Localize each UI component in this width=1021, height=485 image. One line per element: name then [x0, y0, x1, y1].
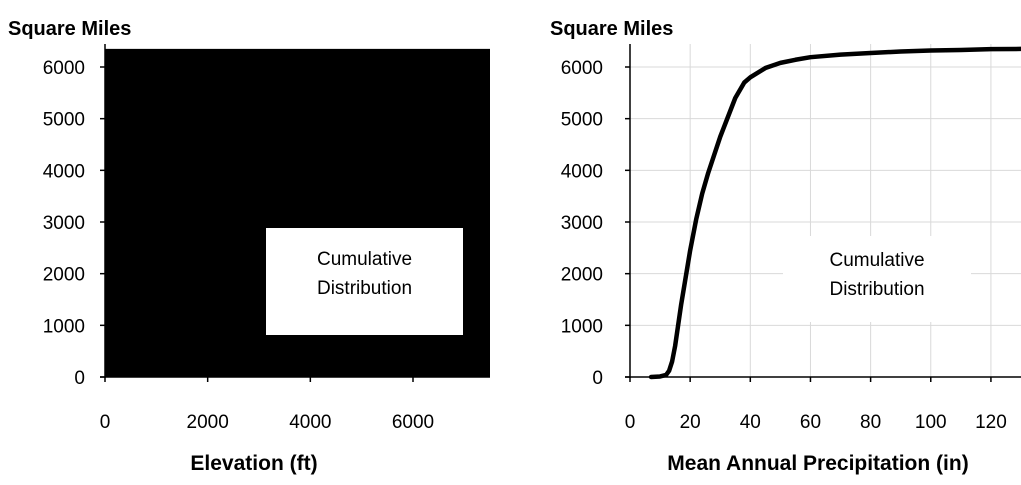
y-tick-label: 4000 — [561, 161, 603, 182]
x-tick-label: 20 — [680, 412, 701, 433]
x-axis-title: Elevation (ft) — [190, 452, 317, 475]
y-tick-label: 1000 — [561, 316, 603, 337]
x-tick-label: 2000 — [187, 412, 229, 433]
annotation-text: Cumulative — [829, 250, 924, 271]
y-tick-label: 0 — [592, 368, 603, 389]
y-tick-label: 1000 — [43, 316, 85, 337]
y-tick-label: 4000 — [43, 161, 85, 182]
x-tick-label: 60 — [800, 412, 821, 433]
annotation-text: Distribution — [829, 279, 924, 300]
y-tick-label: 5000 — [561, 110, 603, 131]
annotation-box — [266, 228, 463, 335]
x-axis-title: Mean Annual Precipitation (in) — [667, 452, 968, 475]
annotation-text: Distribution — [317, 278, 412, 299]
x-tick-label: 40 — [740, 412, 761, 433]
x-tick-label: 0 — [625, 412, 636, 433]
y-tick-label: 5000 — [43, 110, 85, 131]
x-tick-label: 0 — [100, 412, 111, 433]
annotation-text: Cumulative — [317, 249, 412, 270]
annotation-box — [783, 236, 971, 322]
y-tick-label: 3000 — [43, 213, 85, 234]
y-axis-title: Square Miles — [550, 18, 673, 40]
x-tick-label: 80 — [860, 412, 881, 433]
y-tick-label: 0 — [74, 368, 85, 389]
x-tick-label: 120 — [975, 412, 1007, 433]
y-tick-label: 2000 — [43, 265, 85, 286]
y-tick-label: 2000 — [561, 265, 603, 286]
y-tick-label: 3000 — [561, 213, 603, 234]
x-tick-label: 100 — [915, 412, 947, 433]
y-axis-title: Square Miles — [8, 18, 131, 40]
y-tick-label: 6000 — [561, 58, 603, 79]
x-tick-label: 4000 — [289, 412, 331, 433]
x-tick-label: 6000 — [392, 412, 434, 433]
cumulative-line — [648, 46, 1021, 380]
y-tick-label: 6000 — [43, 58, 85, 79]
